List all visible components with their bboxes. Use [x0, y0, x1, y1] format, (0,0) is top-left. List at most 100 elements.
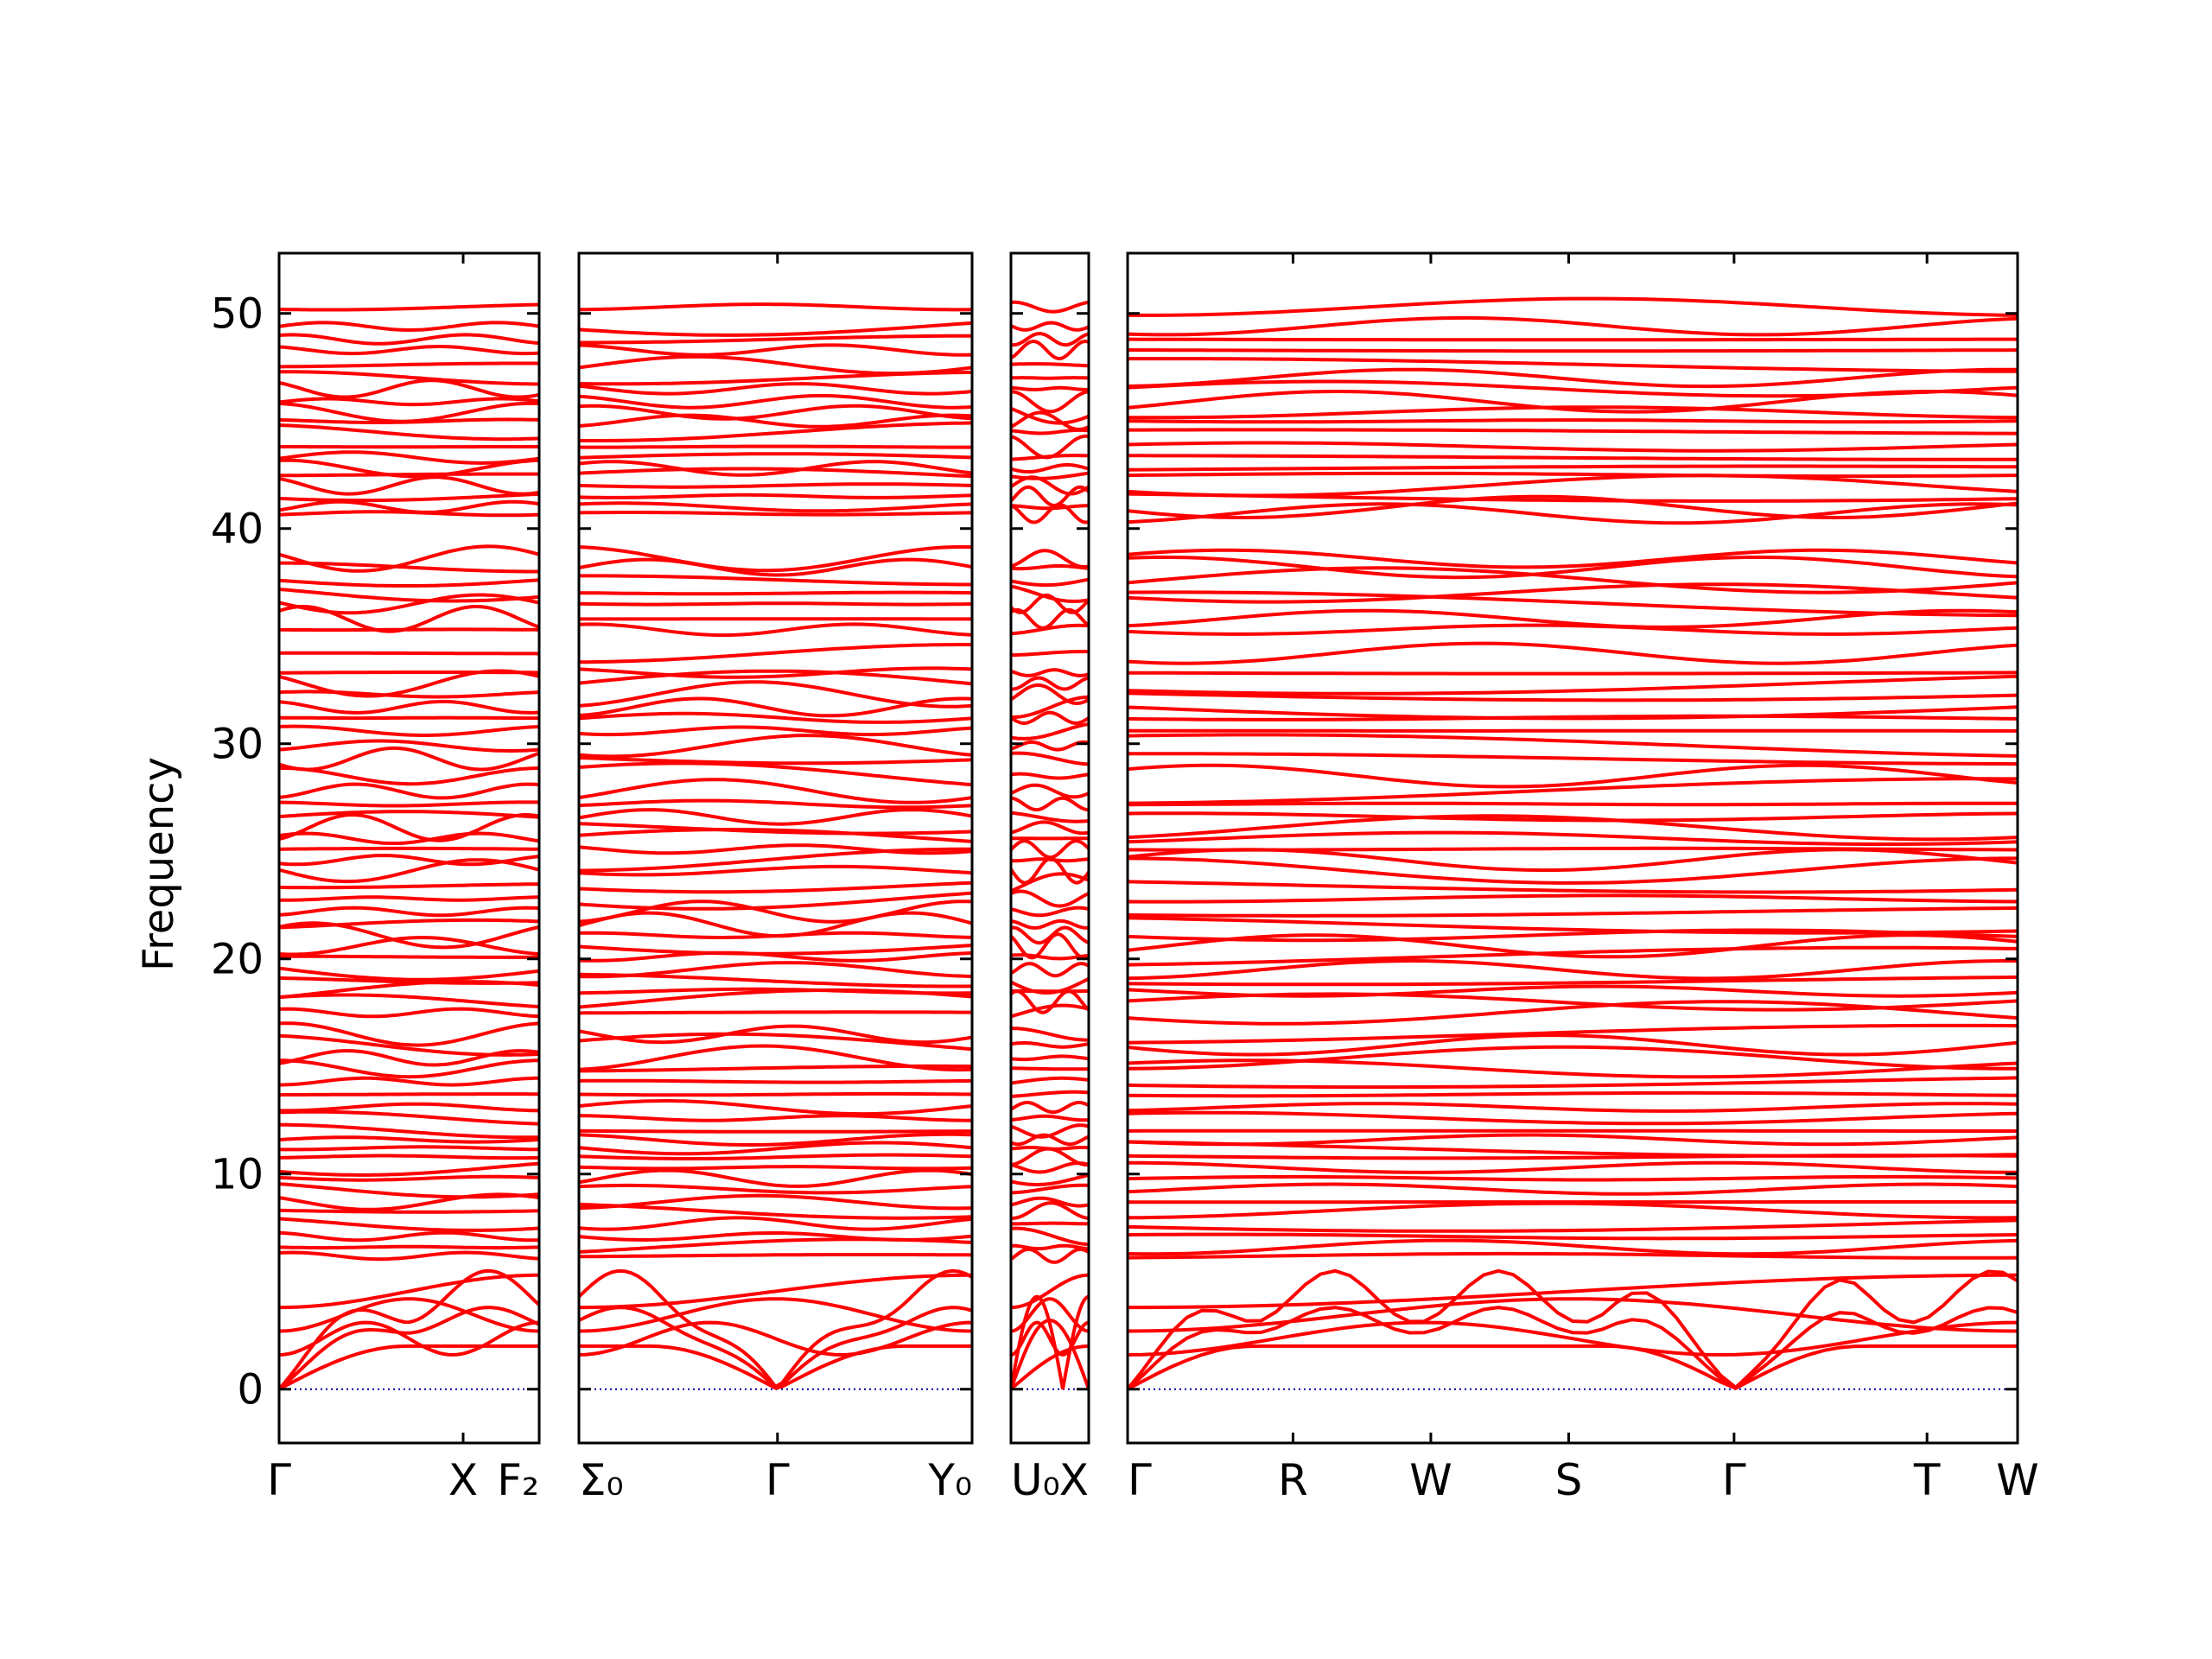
band-line [279, 344, 539, 356]
band-line [279, 544, 539, 573]
band-line [1128, 1232, 2018, 1241]
band-line [579, 1202, 972, 1220]
low-optical-band-line [1128, 1320, 2018, 1357]
band-line [579, 574, 972, 587]
band-line [1128, 1218, 2018, 1233]
band-line [1011, 1247, 1089, 1264]
band-line [1011, 721, 1089, 741]
band-line [1128, 357, 2018, 373]
high-symmetry-label: Γ [1128, 1455, 1152, 1505]
band-line [1128, 608, 2018, 629]
band-line [279, 1174, 539, 1182]
band-line [1128, 1000, 2018, 1026]
band-line [579, 944, 972, 956]
band-line [279, 1109, 539, 1126]
band-line [1128, 906, 2018, 918]
band-line [1128, 1182, 2018, 1196]
band-line [1128, 830, 2018, 846]
band-line [579, 756, 972, 766]
band-line [579, 590, 972, 596]
band-line [579, 1193, 972, 1211]
band-line [1128, 566, 2018, 594]
band-line [1011, 1173, 1089, 1186]
band-line [1011, 740, 1089, 752]
low-optical-band-line [1011, 1320, 1089, 1357]
band-line [1011, 772, 1089, 780]
band-line [1128, 494, 2018, 520]
band-line [579, 666, 972, 679]
band-line [1011, 385, 1089, 391]
band-line [279, 1122, 539, 1140]
band-line [279, 1058, 539, 1079]
band-line [279, 627, 539, 632]
band-line [279, 370, 539, 386]
band-line [579, 847, 972, 873]
band-line [1011, 1041, 1089, 1049]
band-line [1011, 953, 1089, 961]
band-line [1011, 321, 1089, 332]
band-line [1128, 1201, 2018, 1220]
acoustic-band-line [279, 1268, 539, 1391]
band-line [1128, 418, 2018, 424]
band-line [1011, 475, 1089, 496]
band-line [579, 511, 972, 517]
band-line [279, 1135, 539, 1144]
band-line [279, 561, 539, 574]
tick-marks [277, 253, 2019, 1443]
band-line [1128, 714, 2018, 721]
band-line [579, 382, 972, 396]
acoustic-band-line [1128, 1268, 2018, 1390]
band-line [579, 778, 972, 804]
band-line [579, 972, 972, 988]
band-line [1128, 811, 2018, 823]
band-line [1011, 607, 1089, 630]
band-line [1128, 856, 2018, 885]
band-line [1128, 296, 2018, 317]
band-line [279, 1192, 539, 1211]
band-line [1011, 340, 1089, 360]
band-line [279, 690, 539, 699]
band-line [579, 493, 972, 499]
band-line [1128, 441, 2018, 453]
band-line [1011, 332, 1089, 347]
band-line [579, 444, 972, 449]
band-line [1128, 733, 2018, 758]
band-line [1011, 577, 1089, 588]
band-line [1011, 906, 1089, 918]
band-line [279, 588, 539, 603]
band-line [279, 1182, 539, 1199]
band-line [1128, 555, 2018, 580]
band-line [579, 669, 972, 686]
band-line [1128, 1160, 2018, 1174]
band-line [579, 880, 972, 894]
band-line [1011, 889, 1089, 908]
band-line [579, 482, 972, 489]
band-line [1128, 1023, 2018, 1045]
band-line [1011, 783, 1089, 799]
band-line [1011, 932, 1089, 960]
band-line [279, 417, 539, 424]
acoustic-band-line [1128, 1306, 2018, 1391]
band-line [579, 601, 972, 607]
band-line [1128, 492, 2018, 503]
band-line [1011, 650, 1089, 658]
band-line [279, 458, 539, 479]
band-line [1128, 671, 2018, 676]
band-line [579, 643, 972, 664]
band-line [1011, 485, 1089, 508]
band-line [1011, 918, 1089, 930]
band-line [579, 950, 972, 963]
band-line [1011, 710, 1089, 726]
band-line [1128, 1154, 2018, 1160]
low-optical-band-line [1128, 1273, 2018, 1310]
band-line [279, 1217, 539, 1232]
band-line [1128, 405, 2018, 420]
band-line [579, 761, 972, 787]
band-line [1011, 428, 1089, 435]
band-line [1128, 623, 2018, 636]
band-line [1011, 1133, 1089, 1147]
band-line [1011, 300, 1089, 314]
band-line [579, 711, 972, 724]
band-line [1128, 975, 2018, 987]
